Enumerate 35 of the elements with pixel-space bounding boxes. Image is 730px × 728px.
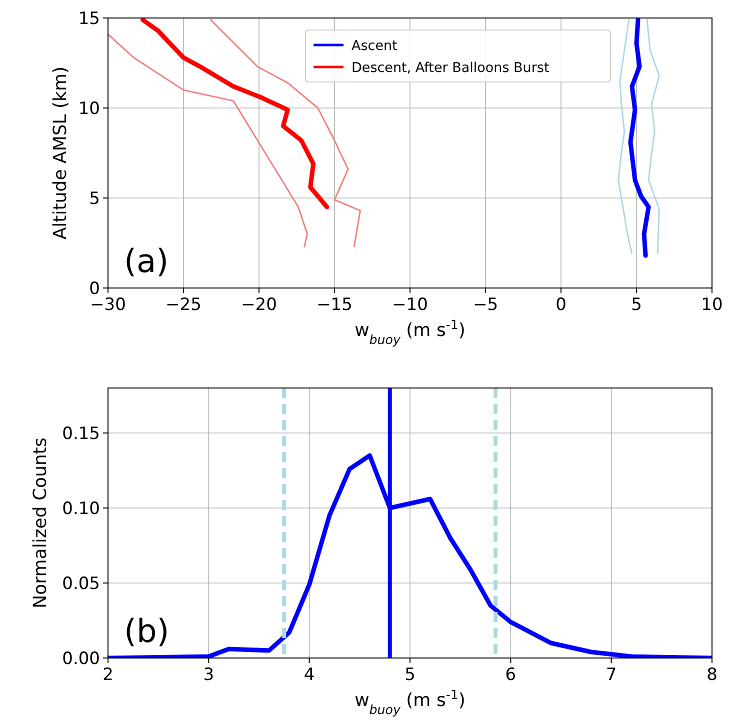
legend-label: Descent, After Balloons Burst [352, 60, 550, 76]
line-series [140, 18, 330, 210]
y-tick-label: 0.00 [62, 649, 100, 669]
y-tick-label: 10 [78, 99, 100, 119]
x-tick-label: 5 [404, 665, 416, 685]
annotation: (b) [124, 612, 170, 650]
y-axis-title: Normalized Counts [30, 438, 51, 608]
line-series [646, 19, 660, 255]
x-tick-label: −15 [316, 295, 352, 315]
y-axis-title: Altitude AMSL (km) [50, 66, 71, 240]
x-tick-label: −10 [392, 295, 428, 315]
x-tick-label: −5 [472, 295, 498, 315]
x-tick-label: 4 [304, 665, 315, 685]
x-tick-label: 8 [706, 665, 718, 685]
x-tick-label: 2 [102, 665, 114, 685]
y-tick-label: 0.05 [62, 574, 100, 594]
x-tick-label: 3 [203, 665, 214, 685]
x-tick-label: 6 [505, 665, 516, 685]
x-tick-label: 7 [606, 665, 617, 685]
x-tick-label: 0 [556, 295, 566, 315]
x-tick-label: −25 [166, 295, 202, 315]
x-tick-label: −20 [241, 295, 277, 315]
y-tick-label: 0.15 [62, 424, 100, 444]
annotation: (a) [124, 242, 169, 280]
line-series [618, 19, 633, 255]
x-axis-title: w$_{buoy}$ (m s$^{-1}$) [354, 316, 466, 346]
line-series [628, 18, 651, 258]
y-tick-label: 15 [78, 9, 100, 29]
x-tick-label: 5 [631, 295, 642, 315]
y-tick-label: 0.10 [62, 499, 100, 519]
y-tick-label: 5 [89, 189, 100, 209]
line-series [108, 33, 308, 248]
x-axis-title: w$_{buoy}$ (m s$^{-1}$) [354, 686, 466, 716]
legend-label: Ascent [352, 38, 398, 54]
x-tick-label: 10 [701, 295, 723, 315]
